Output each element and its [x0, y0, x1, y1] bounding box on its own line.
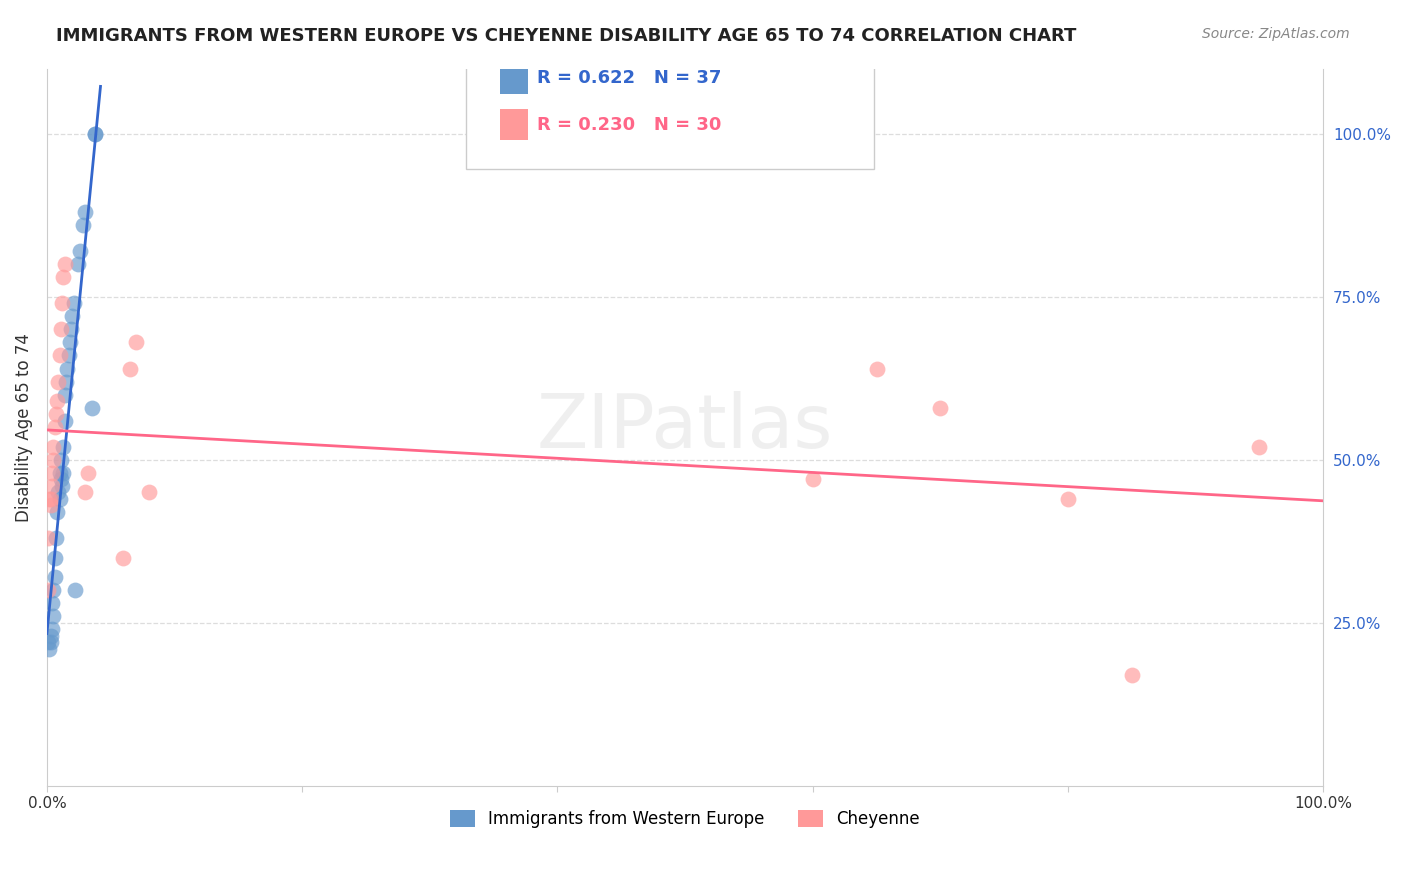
Y-axis label: Disability Age 65 to 74: Disability Age 65 to 74 — [15, 333, 32, 522]
Legend: Immigrants from Western Europe, Cheyenne: Immigrants from Western Europe, Cheyenne — [443, 804, 927, 835]
Text: R = 0.622   N = 37: R = 0.622 N = 37 — [537, 69, 721, 87]
Point — [75, 205, 97, 219]
Point — [41, 596, 63, 610]
Point — [45, 531, 67, 545]
Point — [1249, 440, 1271, 454]
Point — [1057, 491, 1080, 506]
Point — [801, 472, 824, 486]
Point — [48, 466, 70, 480]
Point — [51, 479, 73, 493]
Point — [44, 570, 66, 584]
Point — [929, 401, 952, 415]
Point — [48, 491, 70, 506]
Point — [58, 349, 80, 363]
Point — [49, 322, 72, 336]
Point — [41, 466, 63, 480]
Point — [52, 440, 75, 454]
Point — [44, 550, 66, 565]
Point — [45, 407, 67, 421]
Text: R = 0.230   N = 30: R = 0.230 N = 30 — [537, 116, 721, 134]
Point — [138, 485, 160, 500]
Point — [48, 375, 70, 389]
Point — [37, 583, 59, 598]
Point — [69, 244, 91, 259]
Text: IMMIGRANTS FROM WESTERN EUROPE VS CHEYENNE DISABILITY AGE 65 TO 74 CORRELATION C: IMMIGRANTS FROM WESTERN EUROPE VS CHEYEN… — [56, 27, 1077, 45]
Point — [52, 466, 75, 480]
Point — [53, 257, 76, 271]
Point — [49, 452, 72, 467]
Point — [42, 609, 65, 624]
Point — [51, 296, 73, 310]
Point — [37, 531, 59, 545]
Text: ZIPatlas: ZIPatlas — [537, 391, 834, 464]
Text: Source: ZipAtlas.com: Source: ZipAtlas.com — [1202, 27, 1350, 41]
Point — [1121, 668, 1143, 682]
Point — [52, 270, 75, 285]
Point — [112, 550, 135, 565]
Point — [46, 394, 69, 409]
Point — [62, 310, 84, 324]
Point — [125, 335, 148, 350]
Point — [80, 401, 103, 415]
Point — [37, 635, 59, 649]
Point — [66, 257, 89, 271]
Point — [55, 375, 77, 389]
Point — [44, 420, 66, 434]
Point — [48, 349, 70, 363]
Point — [49, 472, 72, 486]
Point — [38, 491, 60, 506]
Point — [42, 440, 65, 454]
Point — [75, 485, 97, 500]
Point — [62, 296, 84, 310]
Point — [76, 466, 98, 480]
Point — [39, 635, 62, 649]
Point — [41, 479, 63, 493]
Point — [84, 127, 107, 141]
Point — [42, 583, 65, 598]
Point — [865, 361, 887, 376]
Point — [84, 127, 107, 141]
Bar — [501, 62, 529, 94]
FancyBboxPatch shape — [465, 44, 875, 169]
Point — [56, 361, 79, 376]
Point — [60, 322, 83, 336]
Point — [46, 505, 69, 519]
Point — [41, 623, 63, 637]
Point — [118, 361, 141, 376]
Point — [63, 583, 86, 598]
Point — [38, 641, 60, 656]
Point — [59, 335, 82, 350]
Point — [39, 491, 62, 506]
Point — [53, 414, 76, 428]
Point — [53, 387, 76, 401]
Point — [39, 629, 62, 643]
Point — [39, 499, 62, 513]
Point — [72, 218, 94, 232]
Point — [42, 452, 65, 467]
Point — [48, 485, 70, 500]
Bar — [501, 109, 529, 140]
